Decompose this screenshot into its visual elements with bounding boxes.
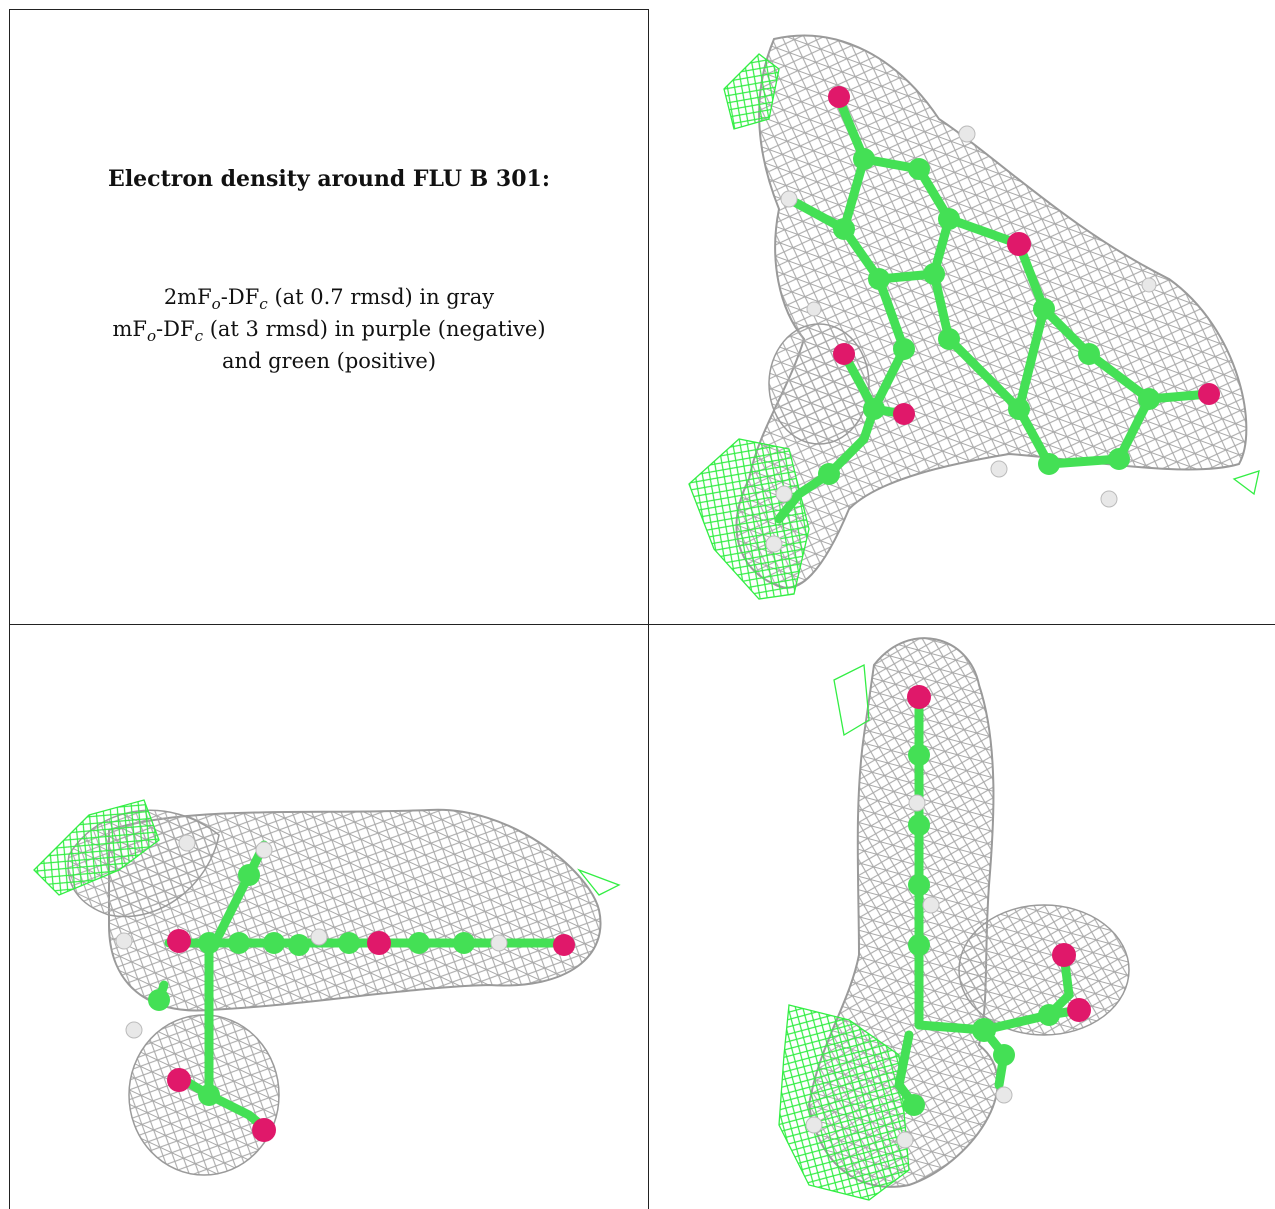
molecule-density-icon [688,34,1260,600]
molecule-density-icon [778,637,1130,1201]
caption-line-fofc: mFo-DFc (at 3 rmsd) in purple (negative) [112,317,546,345]
panel-side-view [9,625,648,1209]
border-middle-vertical [648,9,649,1209]
figure-grid: Electron density around FLU B 301: 2mFo-… [9,9,1275,1209]
molecule-density-icon [33,799,621,1176]
figure-title: Electron density around FLU B 301: [108,166,550,192]
caption-line-2fofc: 2mFo-DFc (at 0.7 rmsd) in gray [163,285,495,313]
caption-description: 2mFo-DFc (at 0.7 rmsd) in gray mFo-DFc (… [9,281,649,377]
panel-front-view [649,9,1275,624]
border-middle-horizontal [9,624,1275,625]
panel-edge-view [649,625,1275,1209]
caption-cell: Electron density around FLU B 301: 2mFo-… [9,9,649,624]
border-left [9,9,10,1209]
caption-line-positive: and green (positive) [221,349,437,373]
border-top [9,9,649,10]
